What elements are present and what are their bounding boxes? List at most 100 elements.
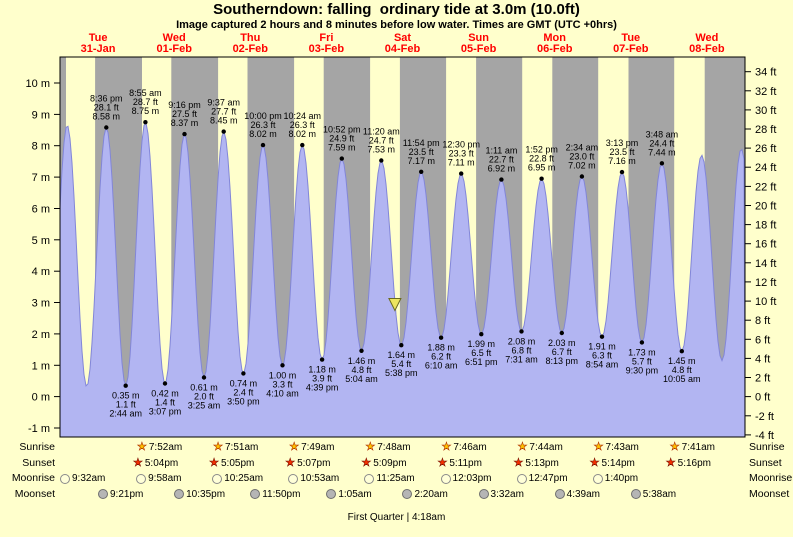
sunset-icon: ★: [437, 456, 448, 469]
ft-axis-label: 32 ft: [755, 86, 776, 98]
low-tide-annotation: 2.03 m: [548, 338, 576, 348]
sunset-time: 5:09pm: [373, 457, 407, 469]
low-tide-annotation: 1.73 m: [628, 347, 656, 357]
low-tide-annotation: 6.7 ft: [552, 347, 573, 357]
tide-extreme-dot: [104, 125, 109, 130]
sunset-time: 5:16pm: [677, 457, 711, 469]
day-label-dow: Sun: [468, 32, 489, 44]
ft-axis-label: -2 ft: [755, 411, 774, 423]
astro-row-sunrise: Sunrise ★ 7:52am ★ 7:51am ★ 7:49am ★ 7:48am ★ 7:46…: [0, 440, 793, 455]
low-tide-annotation: 1.00 m: [269, 370, 297, 380]
high-tide-annotation: 26.3 ft: [250, 120, 276, 130]
low-tide-annotation: 1.45 m: [668, 356, 696, 366]
day-label-dow: Mon: [543, 32, 566, 44]
day-label-date: 06-Feb: [537, 43, 573, 55]
moonrise-icon: [592, 473, 603, 484]
moonrise-entry: 11:25am: [364, 471, 415, 486]
high-tide-annotation: 8.75 m: [132, 106, 160, 116]
low-tide-annotation: 6.3 ft: [592, 351, 613, 361]
sunset-entry: ★ 5:04pm: [133, 456, 179, 471]
low-tide-annotation: 0.35 m: [112, 391, 140, 401]
sunrise-time: 7:48am: [377, 442, 411, 453]
moonset-icon: [326, 489, 337, 499]
low-tide-annotation: 3:07 pm: [149, 407, 182, 417]
low-tide-annotation: 6:10 am: [425, 361, 458, 371]
sunset-icon: ★: [209, 456, 219, 469]
ft-axis-label: 24 ft: [755, 162, 776, 174]
moonset-time: 10:35pm: [186, 488, 226, 500]
tide-extreme-dot: [639, 340, 645, 345]
high-tide-annotation: 7.53 m: [368, 145, 396, 155]
high-tide-annotation: 1:52 pm: [525, 145, 558, 155]
sunrise-icon: ★: [441, 441, 452, 453]
tide-extreme-dot: [280, 363, 285, 368]
moonrise-row-label-right: Moonrise: [749, 472, 793, 484]
sunrise-entry: ★ 7:41am: [669, 440, 715, 455]
tide-extreme-dot: [579, 174, 585, 179]
day-label-dow: Tue: [89, 32, 108, 44]
high-tide-annotation: 10:52 pm: [323, 125, 361, 135]
sunrise-time: 7:49am: [301, 442, 335, 453]
moonset-entry: 9:21pm: [98, 487, 143, 502]
m-axis-label: 10 m: [26, 78, 50, 90]
high-tide-annotation: 8:36 pm: [90, 94, 123, 104]
day-label-date: 07-Feb: [613, 43, 649, 55]
low-tide-annotation: 2:44 am: [109, 409, 142, 419]
moonrise-icon: [60, 473, 70, 484]
moonset-time: 4:39am: [566, 488, 601, 500]
sunrise-entry: ★ 7:46am: [441, 440, 487, 455]
ft-axis-label: 4 ft: [755, 353, 770, 365]
high-tide-annotation: 24.7 ft: [369, 136, 395, 146]
ft-axis-label: 16 ft: [755, 239, 776, 251]
moonset-time: 9:21pm: [110, 488, 144, 500]
moonset-entry: 3:32am: [478, 487, 524, 502]
ft-axis-label: 22 ft: [755, 181, 776, 193]
low-tide-annotation: 4:39 pm: [306, 383, 339, 393]
moonrise-icon: [440, 473, 451, 484]
sunrise-row-label-right: Sunrise: [749, 441, 785, 453]
moonset-time: 5:38am: [642, 488, 677, 500]
low-tide-annotation: 1.18 m: [308, 365, 336, 375]
ft-axis-label: 34 ft: [755, 67, 776, 79]
sunset-time: 5:05pm: [220, 457, 255, 469]
day-label-dow: Sat: [394, 32, 411, 44]
moonset-time: 2:20am: [414, 488, 448, 500]
high-tide-annotation: 28.1 ft: [94, 103, 120, 113]
m-axis-label: 0 m: [32, 392, 50, 404]
moonset-icon: [630, 489, 641, 499]
high-tide-annotation: 23.5 ft: [409, 147, 435, 157]
moonset-icon: [554, 489, 565, 499]
sunrise-time: 7:52am: [148, 442, 183, 453]
m-axis-label: 8 m: [32, 141, 50, 153]
moonset-time: 11:50pm: [262, 488, 301, 500]
high-tide-annotation: 27.5 ft: [172, 109, 198, 119]
day-label-dow: Fri: [319, 32, 333, 44]
high-tide-annotation: 6.92 m: [488, 164, 516, 174]
moonrise-time: 9:58am: [148, 473, 182, 484]
moonset-time: 3:32am: [490, 488, 524, 500]
sunset-icon: ★: [133, 456, 143, 469]
moonrise-icon: [288, 473, 299, 484]
high-tide-annotation: 10:00 pm: [244, 111, 282, 121]
moonrise-entry: 10:53am: [288, 471, 339, 486]
moonrise-icon: [212, 473, 223, 484]
sunrise-icon: ★: [365, 441, 376, 453]
moonrise-time: 9:32am: [72, 473, 106, 484]
tide-extreme-dot: [339, 156, 344, 161]
tide-extreme-dot: [419, 169, 424, 174]
sunset-entry: ★ 5:11pm: [437, 456, 482, 471]
low-tide-annotation: 5.4 ft: [391, 359, 412, 369]
sunrise-time: 7:51am: [224, 442, 259, 453]
low-tide-annotation: 6.8 ft: [511, 345, 532, 355]
tide-extreme-dot: [599, 334, 605, 339]
sunrise-icon: ★: [289, 441, 300, 453]
low-tide-annotation: 2.4 ft: [233, 387, 254, 397]
low-tide-annotation: 7:31 am: [505, 354, 538, 364]
moonrise-entry: 12:47pm: [516, 471, 568, 486]
high-tide-annotation: 8.58 m: [93, 112, 121, 122]
moonrise-time: 12:03pm: [452, 473, 492, 484]
astro-row-sunset: Sunset ★ 5:04pm ★ 5:05pm ★ 5:07pm ★ 5:09pm ★ 5:11p…: [0, 456, 793, 471]
day-label-date: 04-Feb: [385, 43, 421, 55]
moonset-icon: [478, 489, 489, 499]
